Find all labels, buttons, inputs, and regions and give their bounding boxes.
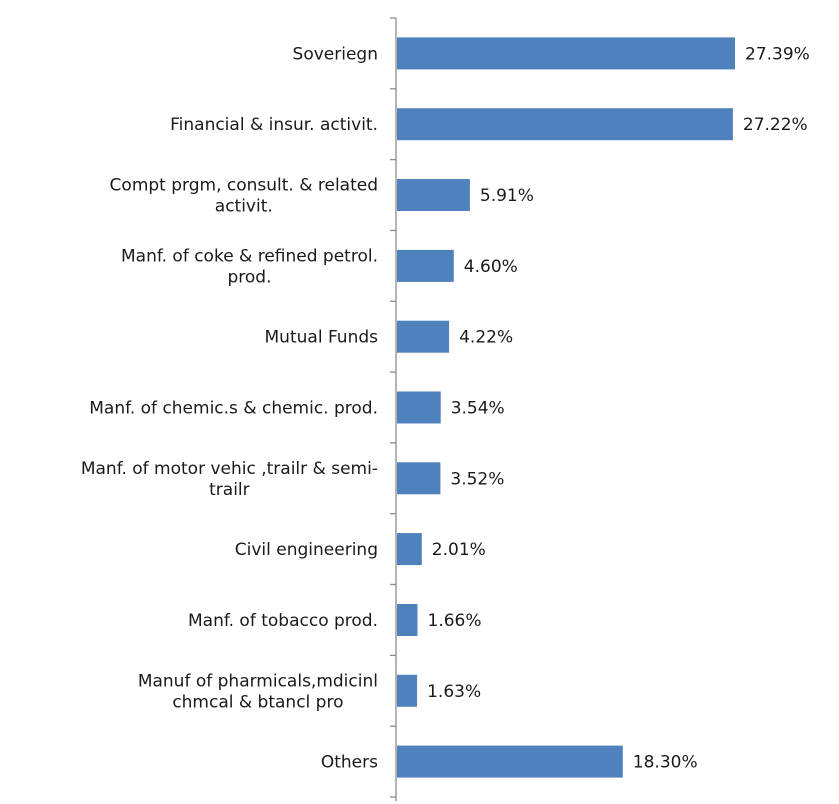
bar-8 xyxy=(397,604,418,636)
data-label-0: 27.39% xyxy=(745,44,810,64)
data-label-6: 3.52% xyxy=(450,469,504,489)
data-label-10: 18.30% xyxy=(633,753,698,773)
data-label-2: 5.91% xyxy=(480,186,534,206)
data-label-8: 1.66% xyxy=(428,611,482,631)
bar-9 xyxy=(397,674,418,707)
bar-1 xyxy=(397,108,733,141)
data-label-5: 3.54% xyxy=(451,399,505,419)
category-label-8: Manf. of tobacco prod. xyxy=(188,611,378,631)
category-label-line: Manf. of motor vehic ,trailr & semi- xyxy=(81,459,378,479)
category-label-line: activit. xyxy=(215,197,273,217)
category-label-line: Manuf of pharmicals,mdicinl xyxy=(138,671,378,691)
data-label-7: 2.01% xyxy=(432,540,486,560)
category-label-10: Others xyxy=(321,753,378,773)
category-label-7: Civil engineering xyxy=(235,540,378,560)
bar-5 xyxy=(397,391,441,424)
category-label-6: Manf. of motor vehic ,trailr & semi-trai… xyxy=(81,459,378,500)
category-label-3: Manf. of coke & refined petrol. prod. xyxy=(121,246,378,287)
bar-0 xyxy=(397,37,735,70)
category-label-line: prod. xyxy=(227,267,271,287)
category-label-line: Manf. of coke & refined petrol. xyxy=(121,246,378,266)
data-label-3: 4.60% xyxy=(464,257,518,277)
data-label-9: 1.63% xyxy=(427,682,481,702)
bar-2 xyxy=(397,179,470,211)
category-label-5: Manf. of chemic.s & chemic. prod. xyxy=(89,399,378,419)
bar-10 xyxy=(397,745,623,778)
bar-7 xyxy=(397,533,422,566)
bar-4 xyxy=(397,320,450,353)
category-label-1: Financial & insur. activit. xyxy=(170,115,378,135)
bar-3 xyxy=(397,249,454,282)
category-label-line: chmcal & btancl pro xyxy=(172,692,343,712)
category-label-line: Compt prgm, consult. & related xyxy=(110,176,378,196)
category-label-0: Soveriegn xyxy=(293,44,378,64)
category-label-line: trailr xyxy=(209,480,250,500)
data-label-1: 27.22% xyxy=(743,115,808,135)
bar-6 xyxy=(397,462,441,495)
data-label-4: 4.22% xyxy=(459,328,513,348)
category-label-9: Manuf of pharmicals,mdicinl chmcal & btan… xyxy=(138,671,378,712)
category-label-2: Compt prgm, consult. & related activit. xyxy=(110,176,378,217)
category-label-4: Mutual Funds xyxy=(265,328,379,348)
